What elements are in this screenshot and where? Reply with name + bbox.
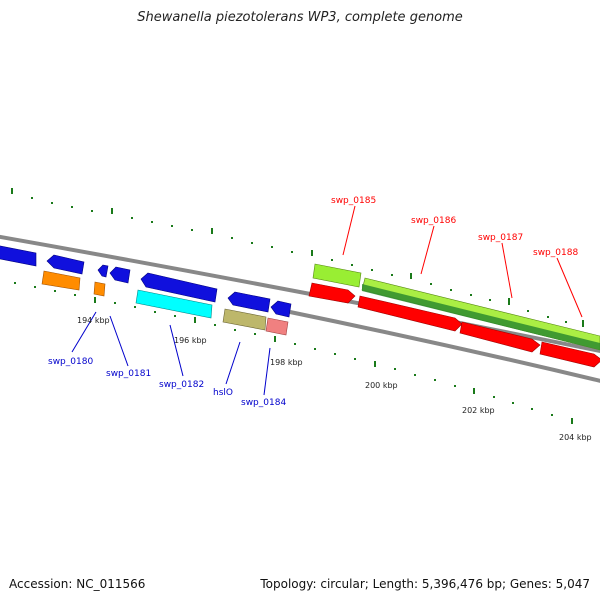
gene-label-swp0184[interactable]: swp_0184 <box>241 398 286 408</box>
tick-label-194kbp: 194 kbp <box>77 316 110 325</box>
gene-label-swp0187[interactable]: swp_0187 <box>478 233 523 243</box>
inner-tick-ring <box>14 282 573 424</box>
gene-label-swp0186[interactable]: swp_0186 <box>411 216 456 226</box>
genome-backbone <box>0 234 600 354</box>
tick-label-202kbp: 202 kbp <box>462 406 495 415</box>
gene-label-swp0182[interactable]: swp_0182 <box>159 380 204 390</box>
gene-label-swp0188[interactable]: swp_0188 <box>533 248 578 258</box>
reverse-gene-other[interactable] <box>41 270 289 336</box>
tick-label-196kbp: 196 kbp <box>174 336 207 345</box>
forward-labels <box>342 205 583 318</box>
gene-label-swp0185[interactable]: swp_0185 <box>331 196 376 206</box>
genome-summary-text: Topology: circular; Length: 5,396,476 bp… <box>260 577 590 591</box>
tick-label-204kbp: 204 kbp <box>559 433 592 442</box>
map-title: Shewanella piezotolerans WP3, complete g… <box>137 10 463 25</box>
forward-gene-green[interactable] <box>312 263 600 351</box>
outer-tick-ring <box>11 188 584 327</box>
genome-backbone-lower <box>289 310 600 383</box>
accession-text: Accession: NC_011566 <box>9 577 146 591</box>
gene-label-hslO[interactable]: hslO <box>213 388 233 398</box>
gene-label-swp0180[interactable]: swp_0180 <box>48 357 93 367</box>
reverse-labels <box>71 311 271 396</box>
forward-cds-red[interactable] <box>308 282 600 368</box>
tick-label-200kbp: 200 kbp <box>365 381 398 390</box>
gene-label-swp0181[interactable]: swp_0181 <box>106 369 151 379</box>
reverse-cds-blue[interactable] <box>0 245 292 318</box>
tick-label-198kbp: 198 kbp <box>270 358 303 367</box>
